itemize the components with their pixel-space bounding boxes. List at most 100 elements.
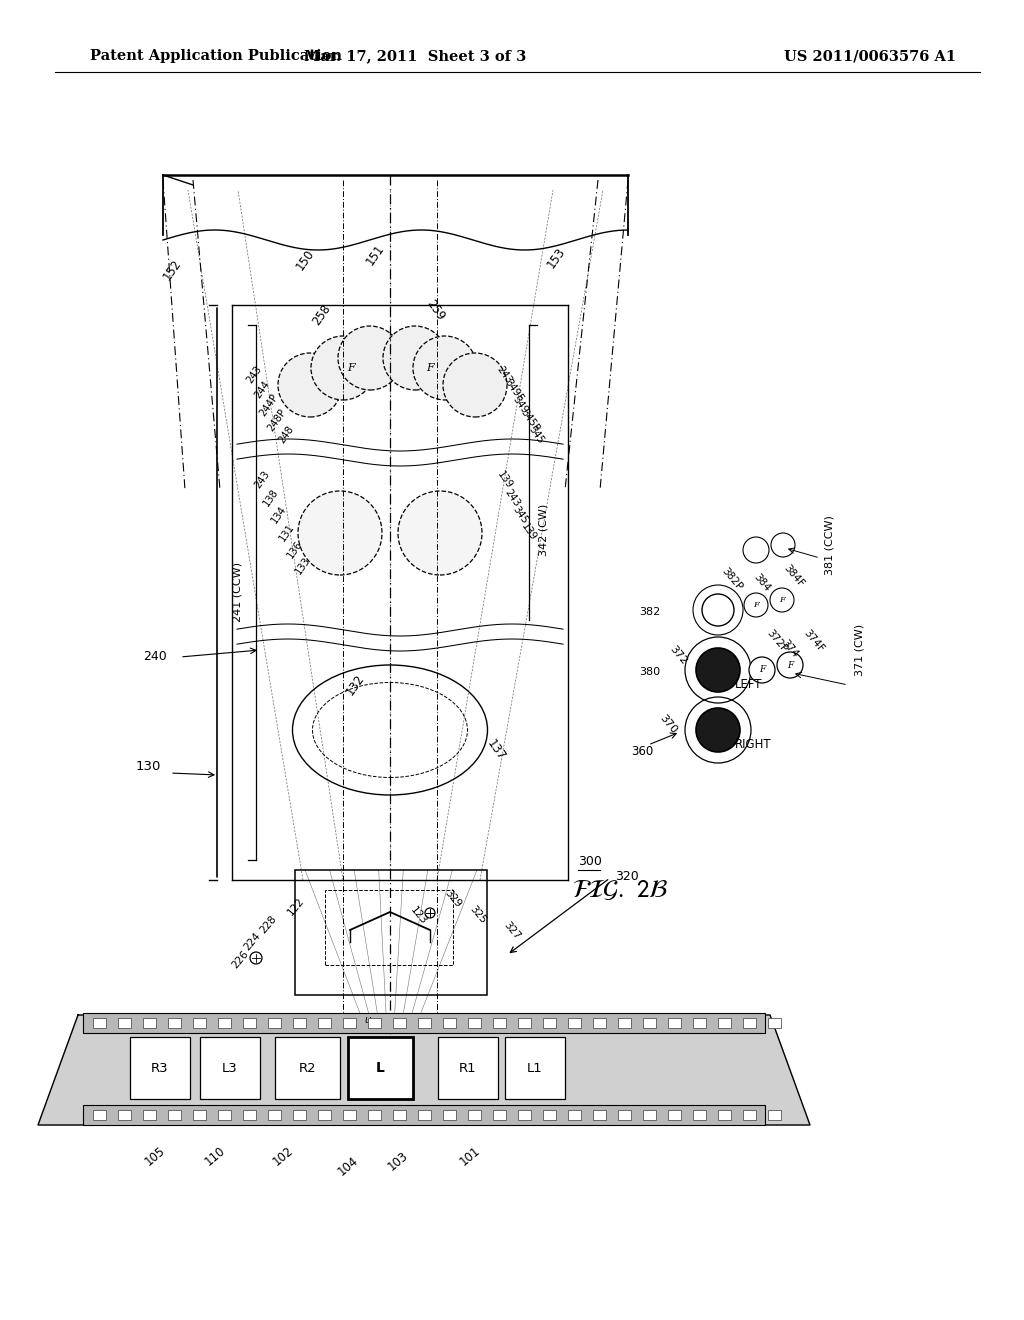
Circle shape	[311, 337, 375, 400]
Bar	[293, 1018, 306, 1028]
Text: 243: 243	[503, 487, 522, 508]
Text: 151: 151	[364, 242, 387, 268]
Bar	[643, 1110, 656, 1119]
Bar	[83, 1105, 765, 1125]
Text: 360: 360	[631, 744, 653, 758]
Bar	[468, 1018, 481, 1028]
Text: 349F: 349F	[503, 378, 525, 403]
Circle shape	[278, 352, 342, 417]
Bar	[268, 1018, 281, 1028]
Text: F: F	[753, 601, 759, 609]
Text: u: u	[365, 1015, 372, 1026]
Bar	[293, 1110, 306, 1119]
Text: 133: 133	[293, 556, 312, 577]
Text: 372: 372	[668, 644, 689, 667]
Bar	[200, 1038, 260, 1100]
Text: Patent Application Publication: Patent Application Publication	[90, 49, 342, 63]
Bar	[143, 1110, 156, 1119]
Bar	[743, 1110, 756, 1119]
Bar	[418, 1110, 431, 1119]
Bar	[693, 1110, 706, 1119]
Text: 370: 370	[658, 713, 679, 735]
Bar	[118, 1110, 131, 1119]
Text: L1: L1	[527, 1061, 543, 1074]
Bar	[218, 1018, 231, 1028]
Text: 102: 102	[270, 1143, 296, 1168]
Bar	[295, 870, 487, 995]
Text: RIGHT: RIGHT	[735, 738, 772, 751]
Bar	[693, 1018, 706, 1028]
Bar	[668, 1018, 681, 1028]
Bar	[438, 1038, 498, 1100]
Text: 136: 136	[285, 539, 304, 560]
Text: L2: L2	[373, 1061, 388, 1074]
Text: 130: 130	[135, 760, 161, 774]
Bar	[593, 1018, 606, 1028]
Text: 345: 345	[511, 504, 530, 525]
Bar	[318, 1110, 331, 1119]
Text: 342 (CW): 342 (CW)	[538, 504, 548, 556]
Bar	[243, 1018, 256, 1028]
Bar	[343, 1110, 356, 1119]
Text: 345: 345	[527, 425, 546, 446]
Bar	[83, 1012, 765, 1034]
Bar	[348, 1038, 413, 1100]
Bar	[768, 1110, 781, 1119]
Text: 320: 320	[615, 870, 639, 883]
Circle shape	[702, 594, 734, 626]
Circle shape	[696, 648, 740, 692]
Bar	[493, 1110, 506, 1119]
Text: 139: 139	[519, 521, 538, 543]
Bar	[243, 1110, 256, 1119]
Text: 248: 248	[276, 425, 296, 446]
Text: 228: 228	[258, 913, 279, 935]
Bar	[743, 1018, 756, 1028]
Text: Mar. 17, 2011  Sheet 3 of 3: Mar. 17, 2011 Sheet 3 of 3	[304, 49, 526, 63]
Bar	[325, 890, 453, 965]
Text: 123: 123	[408, 906, 428, 927]
Text: L: L	[376, 1061, 384, 1074]
Text: 132: 132	[343, 672, 367, 698]
Bar	[168, 1018, 181, 1028]
Bar	[343, 1018, 356, 1028]
Text: 103: 103	[385, 1148, 411, 1173]
Text: $\mathcal{FIG.\ 2B}$: $\mathcal{FIG.\ 2B}$	[571, 878, 669, 902]
Bar	[443, 1110, 456, 1119]
Text: 240: 240	[143, 649, 167, 663]
Bar	[668, 1110, 681, 1119]
Text: 372P: 372P	[765, 627, 790, 653]
Bar	[643, 1018, 656, 1028]
Text: 329: 329	[442, 888, 463, 909]
Circle shape	[696, 708, 740, 752]
Text: 349: 349	[511, 395, 530, 416]
Circle shape	[398, 491, 482, 576]
Text: 224: 224	[242, 931, 262, 952]
Bar	[368, 1018, 381, 1028]
Bar	[93, 1018, 106, 1028]
Bar	[368, 1110, 381, 1119]
Bar	[218, 1110, 231, 1119]
Text: 152: 152	[161, 257, 183, 282]
Text: 153: 153	[545, 246, 567, 271]
Bar	[443, 1018, 456, 1028]
Text: 300: 300	[578, 855, 602, 869]
Text: 380: 380	[639, 667, 660, 677]
Text: F: F	[347, 363, 355, 374]
Text: 243: 243	[253, 470, 272, 491]
Bar	[168, 1110, 181, 1119]
Bar	[518, 1018, 531, 1028]
Text: L3: L3	[222, 1061, 238, 1074]
Bar	[348, 1038, 413, 1100]
Text: 374F: 374F	[802, 628, 826, 653]
Bar	[718, 1110, 731, 1119]
Bar	[593, 1110, 606, 1119]
Bar	[130, 1038, 190, 1100]
Circle shape	[298, 491, 382, 576]
Bar	[118, 1018, 131, 1028]
Text: 244: 244	[253, 379, 272, 400]
Text: 134: 134	[269, 504, 288, 525]
Bar	[618, 1110, 631, 1119]
Text: 259: 259	[423, 297, 446, 323]
Bar	[468, 1110, 481, 1119]
Bar	[543, 1110, 556, 1119]
